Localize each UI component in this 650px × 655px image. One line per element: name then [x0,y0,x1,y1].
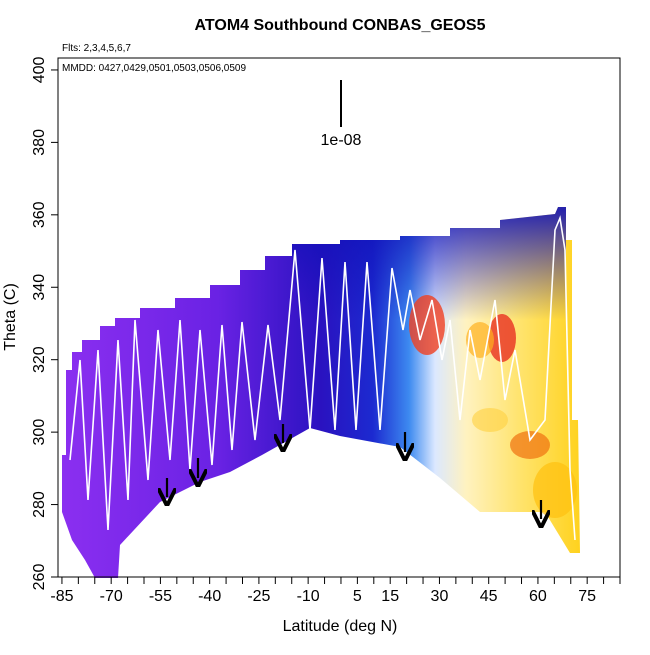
y-tick-label: 260 [31,564,48,591]
y-tick-label: 340 [31,274,48,301]
x-tick-label: 60 [529,588,547,605]
x-tick-label: -70 [100,588,123,605]
arrows [167,424,541,519]
x-tick-label: -85 [50,588,73,605]
y-tick-label: 360 [31,201,48,228]
blob [472,408,508,432]
x-tick-label: -10 [297,588,320,605]
flights-label: Flts: 2,3,4,5,6,7 [62,43,131,54]
blob [488,314,516,362]
chart-title: ATOM4 Southbound CONBAS_GEOS5 [195,17,486,34]
y-tick-label: 280 [31,491,48,518]
field-top [292,207,566,330]
x-tick-label: 75 [578,588,596,605]
x-tick-label: -40 [198,588,221,605]
x-tick-label: 15 [381,588,399,605]
blob [510,431,550,459]
y-axis-label: Theta (C) [2,283,19,351]
x-axis-label: Latitude (deg N) [283,618,398,635]
dates-label: MMDD: 0427,0429,0501,0503,0506,0509 [62,63,246,74]
curtain-field [62,207,580,578]
scale-label: 1e-08 [321,132,362,149]
blob [409,295,445,355]
x-tick-label: 5 [353,588,362,605]
x-tick-label: 30 [431,588,449,605]
y-tick-label: 300 [31,419,48,446]
y-tick-label: 320 [31,346,48,373]
blob [533,462,577,518]
x-tick-label: -55 [149,588,172,605]
y-tick-label: 400 [31,57,48,84]
x-tick-label: -25 [247,588,270,605]
y-tick-label: 380 [31,129,48,156]
plot-frame [57,57,621,578]
x-tick-label: 45 [480,588,498,605]
